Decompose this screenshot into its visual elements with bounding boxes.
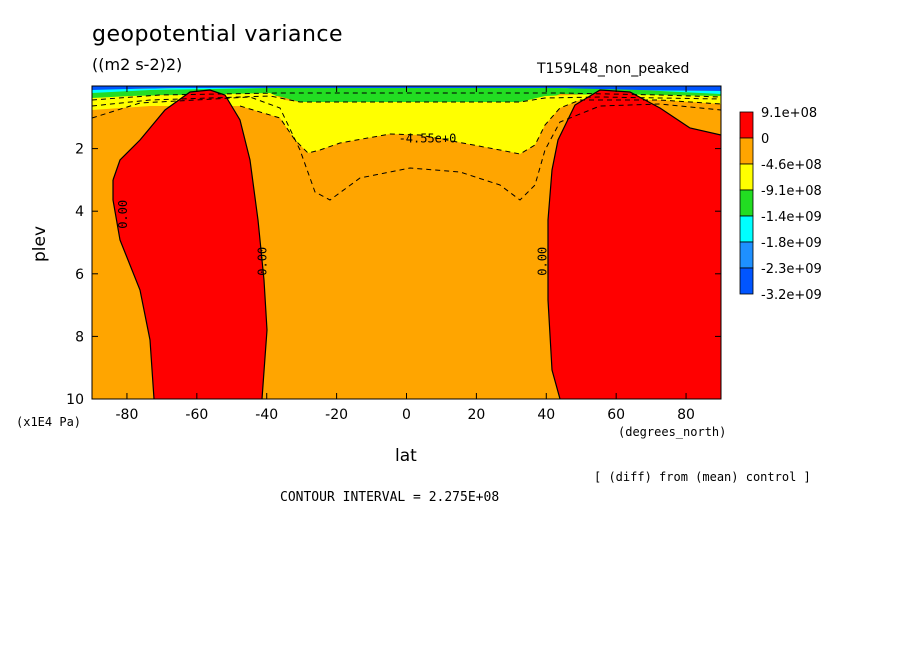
legend-swatch bbox=[739, 267, 754, 295]
chart-title: geopotential variance bbox=[92, 22, 344, 47]
legend-level-label: -9.1e+08 bbox=[761, 184, 822, 199]
y-tick-label: 2 bbox=[75, 142, 84, 158]
contour-zero-left bbox=[112, 89, 268, 399]
field-green bbox=[92, 88, 721, 102]
y-tick-label: 6 bbox=[75, 267, 84, 283]
x-tick-label: 0 bbox=[402, 407, 411, 423]
chart-units: ((m2 s-2)2) bbox=[92, 55, 183, 74]
legend-swatch bbox=[739, 241, 754, 269]
x-tick-label: -80 bbox=[116, 407, 139, 423]
contour-neg-3 bbox=[92, 95, 721, 107]
x-axis-units: (degrees_north) bbox=[618, 425, 727, 439]
legend-level-label: 9.1e+08 bbox=[761, 106, 817, 121]
contour-zero-left-edge bbox=[112, 180, 155, 399]
legend-swatch bbox=[739, 111, 754, 139]
legend-swatch bbox=[739, 163, 754, 191]
legend-level-label: -1.8e+09 bbox=[761, 236, 822, 251]
contour-interval: CONTOUR INTERVAL = 2.275E+08 bbox=[280, 490, 500, 505]
x-tick-label: 20 bbox=[467, 407, 485, 423]
legend-level-label: 0 bbox=[761, 132, 769, 147]
run-label: T159L48_non_peaked bbox=[537, 61, 690, 77]
contour-label: 0.00 bbox=[535, 247, 549, 276]
field-red-right bbox=[548, 90, 721, 399]
y-tick-label: 8 bbox=[75, 329, 84, 345]
x-axis-label: lat bbox=[395, 446, 417, 466]
diff-note: [ (diff) from (mean) control ] bbox=[594, 470, 811, 484]
legend-level-label: -4.6e+08 bbox=[761, 158, 822, 173]
y-axis-units: (x1E4 Pa) bbox=[16, 415, 82, 429]
x-tick-label: 40 bbox=[537, 407, 555, 423]
legend-swatch bbox=[739, 215, 754, 243]
x-tick-label: -60 bbox=[185, 407, 208, 423]
field-blue-band bbox=[92, 86, 721, 91]
contour-zero-right bbox=[547, 89, 721, 399]
contour-neg-4 bbox=[92, 92, 721, 101]
x-tick-label: 60 bbox=[607, 407, 625, 423]
contour-label: 0.00 bbox=[256, 247, 270, 276]
contour-label: -4.55e+0 bbox=[399, 131, 457, 145]
y-tick-label: 10 bbox=[66, 392, 84, 408]
x-tick-label: -40 bbox=[255, 407, 278, 423]
x-tick-label: -20 bbox=[325, 407, 348, 423]
field-red-left bbox=[113, 90, 267, 399]
legend-level-label: -1.4e+09 bbox=[761, 210, 822, 225]
x-tick-label: 80 bbox=[677, 407, 695, 423]
field-yellow bbox=[92, 93, 721, 154]
legend-swatch bbox=[739, 189, 754, 217]
y-tick-label: 4 bbox=[75, 204, 84, 220]
legend-level-label: -3.2e+09 bbox=[761, 288, 822, 303]
contour-label: 0.00 bbox=[116, 200, 130, 229]
legend-swatch bbox=[739, 137, 754, 165]
legend-level-label: -2.3e+09 bbox=[761, 262, 822, 277]
